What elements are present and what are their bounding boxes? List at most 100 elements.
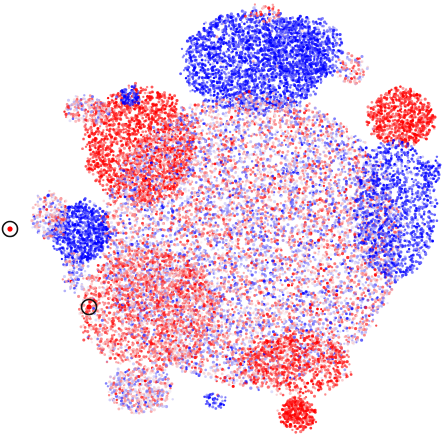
scatter-point: [220, 22, 223, 26]
scatter-point: [251, 54, 255, 58]
scatter-point: [138, 126, 142, 130]
scatter-point: [109, 170, 112, 173]
scatter-point: [89, 152, 93, 156]
scatter-point: [216, 24, 220, 27]
scatter-point: [101, 183, 105, 188]
scatter-point: [278, 24, 282, 27]
scatter-point: [237, 54, 241, 57]
scatter-point: [194, 37, 198, 41]
scatter-point: [307, 42, 311, 45]
scatter-point: [414, 128, 418, 132]
scatter-point: [156, 195, 159, 198]
scatter-point: [96, 171, 100, 174]
scatter-point: [327, 51, 330, 54]
scatter-point: [291, 46, 295, 50]
scatter-point: [112, 173, 115, 176]
scatter-point: [203, 68, 207, 72]
scatter-point: [291, 55, 295, 58]
scatter-point: [192, 68, 196, 72]
scatter-point: [322, 24, 325, 28]
scatter-point: [271, 70, 275, 74]
scatter-point: [208, 78, 211, 82]
scatter-point: [202, 46, 205, 50]
scatter-point: [340, 41, 344, 45]
scatter-point: [301, 29, 305, 33]
scatter-point: [299, 48, 303, 52]
scatter-point: [97, 147, 100, 150]
scatter-point: [93, 132, 96, 135]
scatter-point: [389, 96, 392, 99]
scatter-point: [294, 74, 298, 78]
scatter-point: [125, 105, 128, 108]
scatter-point: [120, 111, 123, 115]
scatter-point: [197, 48, 201, 52]
scatter-point: [294, 44, 297, 48]
scatter-point: [227, 25, 231, 28]
scatter-point: [284, 35, 288, 39]
scatter-point: [333, 54, 337, 57]
scatter-point: [233, 28, 236, 31]
scatter-point: [90, 144, 93, 148]
scatter-point: [148, 91, 152, 95]
scatter-point: [209, 93, 213, 97]
scatter-point: [271, 48, 274, 51]
scatter-point: [255, 51, 259, 55]
scatter-point: [257, 58, 260, 62]
scatter-point: [98, 178, 102, 181]
scatter-point: [328, 70, 331, 73]
scatter-point: [133, 119, 136, 123]
scatter-point: [233, 72, 237, 76]
scatter-point: [284, 19, 288, 22]
scatter-point: [200, 84, 203, 88]
scatter-point: [423, 97, 427, 101]
scatter-point: [139, 133, 143, 137]
scatter-point: [313, 62, 316, 66]
scatter-point: [171, 116, 174, 119]
scatter-point: [279, 61, 283, 65]
scatter-point: [269, 51, 273, 55]
scatter-point: [297, 72, 301, 76]
scatter-point: [184, 66, 188, 70]
scatter-point: [123, 123, 126, 126]
scatter-point: [195, 71, 198, 74]
scatter-point: [128, 146, 132, 149]
scatter-point: [289, 31, 293, 35]
scatter-point: [185, 58, 188, 61]
scatter-point: [114, 155, 118, 158]
scatter-point: [280, 37, 283, 41]
scatter-point: [159, 108, 163, 111]
scatter-point: [282, 62, 285, 65]
scatter-point: [109, 150, 113, 153]
scatter-point: [104, 141, 107, 144]
scatter-point: [299, 96, 303, 100]
scatter-point: [278, 86, 281, 90]
scatter-point: [303, 32, 307, 36]
scatter-point: [319, 78, 323, 81]
scatter-point: [301, 23, 304, 26]
scatter-point: [216, 40, 220, 44]
scatter-point: [126, 129, 129, 132]
scatter-point: [208, 22, 212, 25]
scatter-point: [160, 98, 163, 102]
scatter-point: [316, 26, 320, 30]
scatter-point: [257, 64, 260, 67]
scatter-point: [396, 109, 400, 113]
scatter-point: [318, 67, 322, 70]
scatter-point: [107, 119, 110, 123]
scatter-point: [391, 112, 395, 115]
scatter-point: [309, 37, 313, 41]
scatter-point: [242, 10, 246, 14]
scatter-point: [190, 63, 194, 67]
scatter-point: [241, 75, 244, 79]
scatter-point: [251, 33, 255, 37]
scatter-point: [245, 68, 249, 72]
scatter-point: [412, 90, 416, 94]
scatter-point: [310, 33, 314, 36]
scatter-point: [195, 42, 199, 45]
scatter-point: [249, 65, 253, 68]
scatter-point: [277, 55, 281, 58]
scatter-point: [187, 51, 191, 54]
scatter-point: [243, 56, 246, 60]
scatter-point: [95, 158, 98, 161]
scatter-point: [197, 38, 201, 42]
